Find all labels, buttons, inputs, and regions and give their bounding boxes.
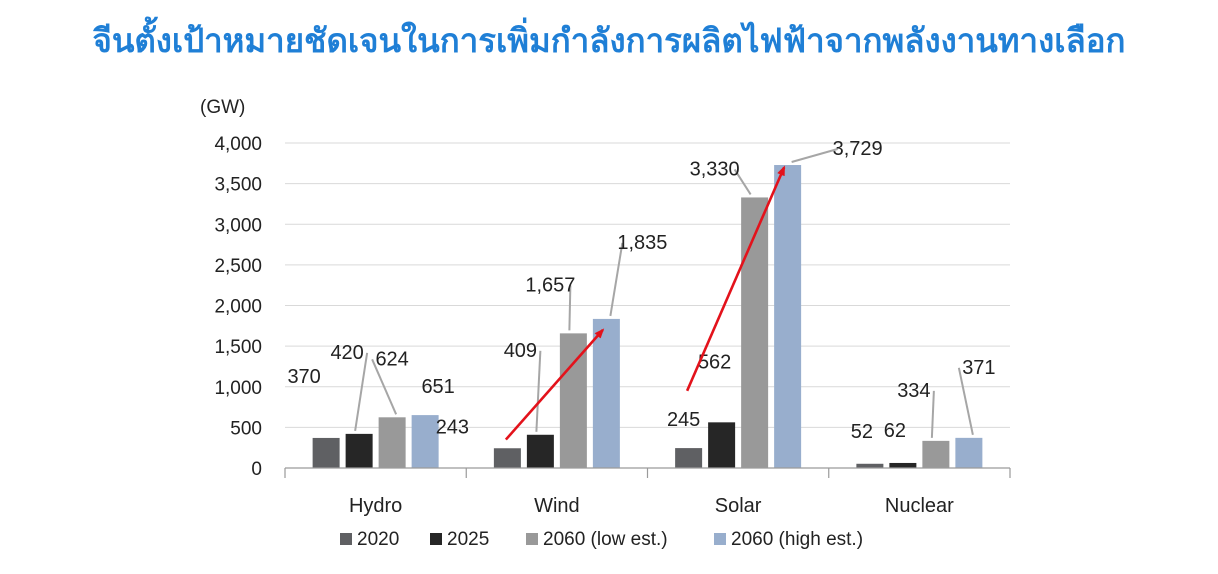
data-label: 562 — [698, 351, 731, 373]
grid-lines — [285, 142, 1010, 428]
legend-swatch — [526, 533, 538, 545]
legend-label: 2060 (low est.) — [543, 529, 668, 550]
legend-swatch — [714, 533, 726, 545]
legend: 2020 2025 2060 (low est.) 2060 (high est.) — [340, 529, 863, 550]
leader-line — [957, 367, 974, 436]
bars — [312, 165, 983, 469]
legend-label: 2020 — [357, 529, 399, 550]
y-tick-label: 2,500 — [214, 256, 262, 277]
bar — [889, 462, 917, 468]
x-tick-label: Wind — [534, 495, 580, 517]
leader-line — [733, 168, 752, 195]
data-label: 62 — [884, 420, 906, 442]
x-tick-label: Solar — [715, 495, 762, 517]
data-label: 3,729 — [833, 138, 883, 160]
legend-label: 2025 — [447, 529, 489, 550]
unit-label: (GW) — [200, 97, 245, 118]
x-tick-label: Nuclear — [885, 495, 954, 517]
bar — [345, 433, 373, 468]
bar — [741, 197, 769, 468]
leader-lines — [354, 148, 974, 438]
trend-arrow — [504, 328, 605, 441]
data-label: 409 — [504, 340, 537, 362]
y-tick-label: 1,000 — [214, 378, 262, 399]
y-tick-label: 500 — [230, 418, 262, 439]
bar — [411, 415, 439, 468]
y-tick-label: 3,500 — [214, 175, 262, 196]
bar — [955, 437, 983, 468]
leader-line — [609, 242, 624, 317]
y-tick-label: 1,500 — [214, 337, 262, 358]
leader-line — [791, 148, 838, 163]
data-label: 245 — [667, 409, 700, 431]
data-label: 371 — [962, 357, 995, 379]
data-label: 624 — [375, 348, 408, 370]
trend-arrows — [504, 165, 786, 441]
leader-line — [371, 358, 398, 415]
data-label: 1,835 — [617, 232, 667, 254]
leader-line — [535, 350, 542, 432]
axes: (GW) 0 500 1,000 1,500 2,000 2,500 3,000 3,500 4,… — [200, 97, 1011, 517]
bar — [708, 422, 736, 468]
bar — [774, 165, 802, 469]
bar — [378, 417, 406, 468]
bar — [559, 333, 587, 468]
data-label: 52 — [851, 421, 873, 443]
page-title: จีนตั้งเป้าหมายชัดเจนในการเพิ่มกำลังการผ… — [92, 21, 1126, 60]
leader-line — [354, 352, 369, 432]
legend-swatch — [340, 533, 352, 545]
data-label: 334 — [897, 380, 930, 402]
y-tick-label: 2,000 — [214, 297, 262, 318]
bar — [922, 440, 950, 468]
y-tick-label: 3,000 — [214, 215, 262, 236]
data-label: 1,657 — [525, 274, 575, 296]
leader-line — [930, 390, 935, 438]
bar — [526, 434, 554, 468]
data-label: 420 — [330, 342, 363, 364]
y-tick-label: 4,000 — [214, 134, 262, 155]
bar — [592, 318, 620, 468]
data-label: 243 — [436, 416, 469, 438]
leader-line — [568, 285, 572, 331]
y-tick-label: 0 — [251, 459, 262, 480]
trend-arrow — [685, 165, 786, 392]
bar — [312, 437, 340, 468]
bar — [675, 448, 703, 468]
bar — [856, 463, 884, 468]
legend-swatch — [430, 533, 442, 545]
data-label: 3,330 — [690, 158, 740, 180]
data-label: 370 — [287, 366, 320, 388]
x-tick-label: Hydro — [349, 495, 402, 517]
data-label: 651 — [421, 376, 454, 398]
legend-label: 2060 (high est.) — [731, 529, 863, 550]
data-labels: 370 243 245 52 420 409 562 62 624 1,657 3,330 334 65… — [287, 138, 995, 443]
bar — [493, 448, 521, 468]
